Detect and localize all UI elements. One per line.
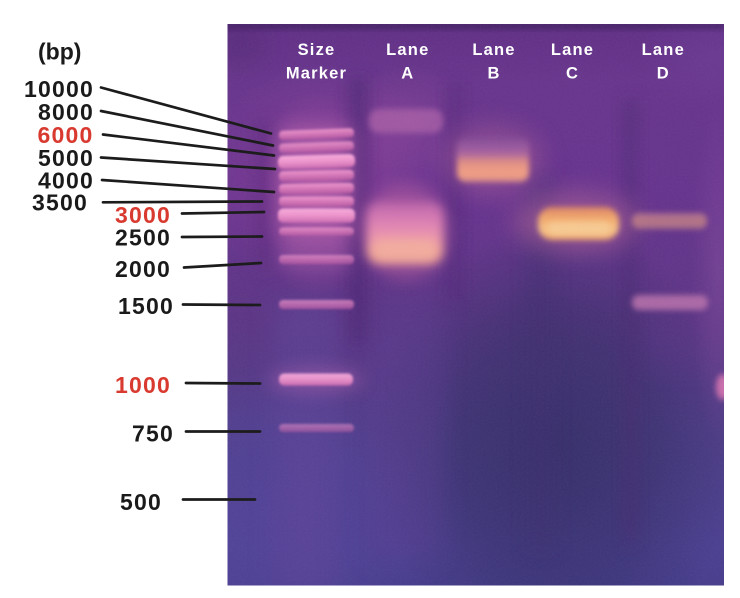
svg-text:Marker: Marker bbox=[286, 65, 347, 83]
svg-text:1000: 1000 bbox=[115, 372, 171, 398]
svg-text:Lane: Lane bbox=[386, 41, 429, 59]
svg-text:Lane: Lane bbox=[472, 41, 515, 59]
svg-text:1500: 1500 bbox=[118, 293, 174, 319]
svg-text:A: A bbox=[401, 65, 414, 83]
svg-text:10000: 10000 bbox=[24, 76, 94, 102]
svg-text:6000: 6000 bbox=[38, 122, 94, 148]
svg-text:8000: 8000 bbox=[38, 99, 94, 125]
svg-text:3500: 3500 bbox=[32, 190, 88, 216]
svg-text:B: B bbox=[487, 65, 500, 83]
svg-text:(bp): (bp) bbox=[38, 39, 81, 65]
svg-text:D: D bbox=[657, 65, 670, 83]
svg-text:5000: 5000 bbox=[38, 145, 94, 171]
svg-text:C: C bbox=[566, 65, 579, 83]
svg-text:500: 500 bbox=[120, 489, 162, 515]
svg-text:4000: 4000 bbox=[38, 167, 94, 193]
svg-text:2000: 2000 bbox=[115, 256, 171, 282]
svg-text:3000: 3000 bbox=[115, 202, 171, 228]
svg-text:2500: 2500 bbox=[115, 224, 171, 250]
svg-text:Lane: Lane bbox=[551, 41, 594, 59]
svg-text:Size: Size bbox=[298, 41, 336, 59]
svg-text:Lane: Lane bbox=[642, 41, 685, 59]
svg-text:750: 750 bbox=[132, 421, 174, 447]
